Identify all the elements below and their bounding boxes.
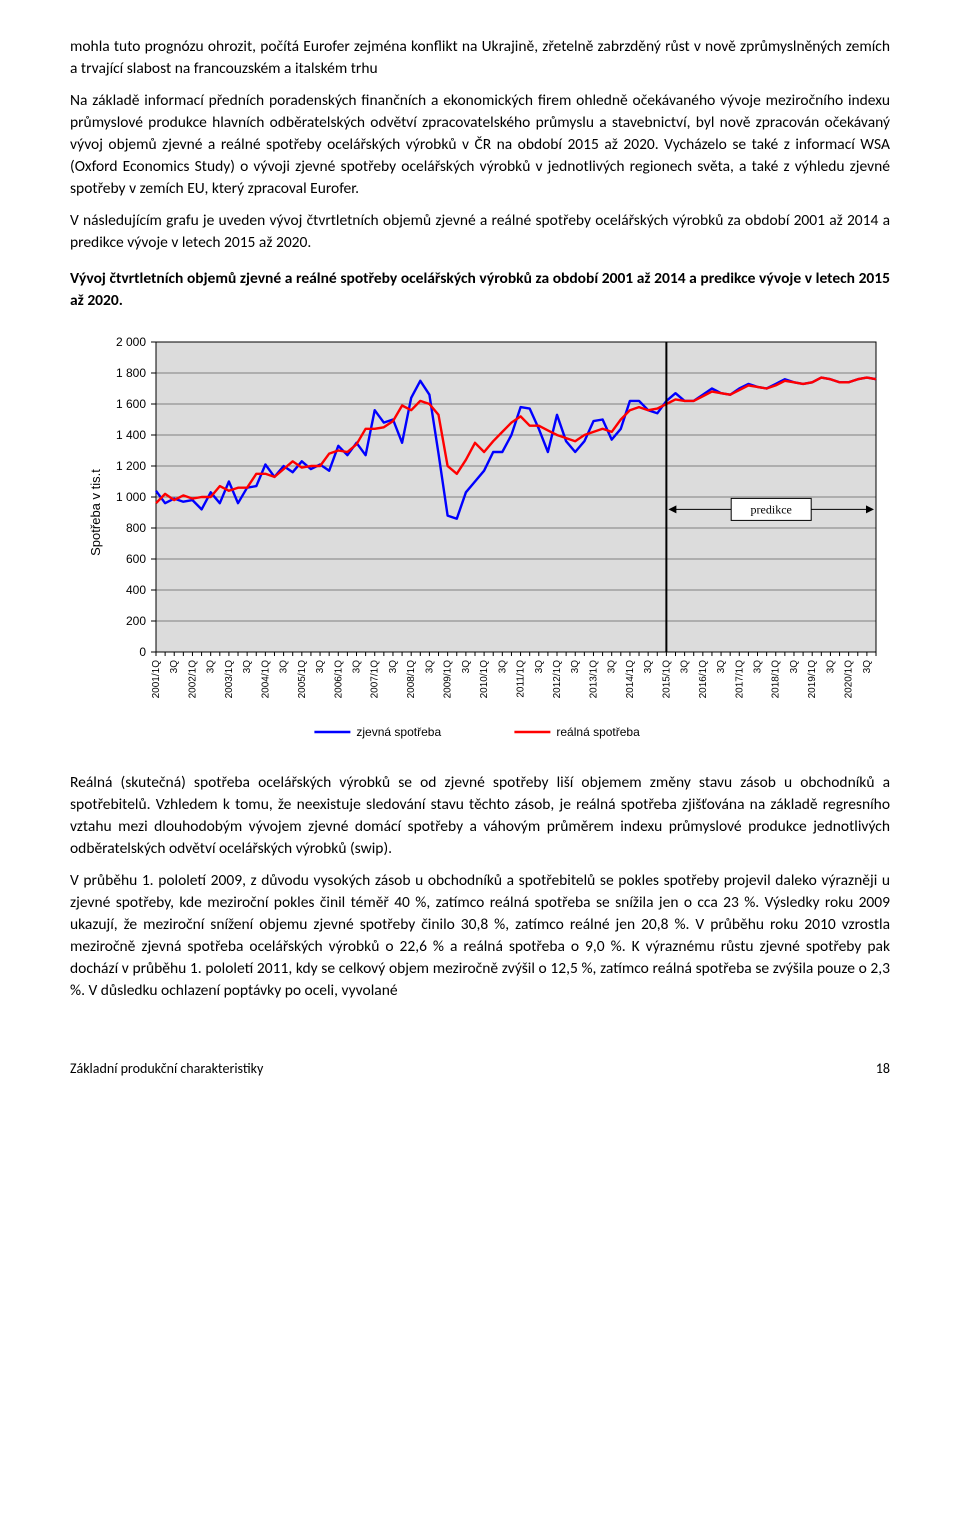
paragraph-1: mohla tuto prognózu ohrozit, počítá Euro… <box>70 36 890 80</box>
paragraph-3: V následujícím grafu je uveden vývoj čtv… <box>70 210 890 254</box>
svg-text:3Q: 3Q <box>753 660 764 674</box>
svg-text:3Q: 3Q <box>424 660 435 674</box>
svg-text:2008/1Q: 2008/1Q <box>406 660 417 699</box>
consumption-chart: 0 200 400 600 800 1 000 1 200 1 400 1 600 1 800 2 … <box>70 326 890 746</box>
svg-text:1 000: 1 000 <box>116 490 146 504</box>
svg-text:3Q: 3Q <box>461 660 472 674</box>
svg-text:0: 0 <box>139 645 146 659</box>
page: mohla tuto prognózu ohrozit, počítá Euro… <box>0 0 960 1117</box>
svg-text:2011/1Q: 2011/1Q <box>516 660 527 698</box>
svg-text:2 000: 2 000 <box>116 335 146 349</box>
svg-text:3Q: 3Q <box>607 660 618 674</box>
svg-text:1 400: 1 400 <box>116 428 146 442</box>
chart-svg: 0 200 400 600 800 1 000 1 200 1 400 1 600 1 800 2 … <box>70 326 890 746</box>
paragraph-2: Na základě informací předních poradenský… <box>70 90 890 200</box>
svg-text:3Q: 3Q <box>242 660 253 674</box>
svg-text:2018/1Q: 2018/1Q <box>771 660 782 699</box>
svg-text:3Q: 3Q <box>388 660 399 674</box>
svg-text:2004/1Q: 2004/1Q <box>260 660 271 699</box>
svg-text:600: 600 <box>126 552 146 566</box>
svg-text:Spotřeba v tis.t: Spotřeba v tis.t <box>88 469 103 556</box>
svg-text:3Q: 3Q <box>315 660 326 674</box>
svg-text:3Q: 3Q <box>716 660 727 674</box>
paragraph-5: V průběhu 1. pololetí 2009, z důvodu vys… <box>70 870 890 1002</box>
svg-text:2009/1Q: 2009/1Q <box>443 660 454 699</box>
svg-text:3Q: 3Q <box>570 660 581 674</box>
svg-text:2001/1Q: 2001/1Q <box>151 660 162 699</box>
svg-text:2013/1Q: 2013/1Q <box>588 660 599 699</box>
svg-text:1 600: 1 600 <box>116 397 146 411</box>
svg-text:2005/1Q: 2005/1Q <box>297 660 308 699</box>
svg-text:3Q: 3Q <box>534 660 545 674</box>
paragraph-4: Reálná (skutečná) spotřeba ocelářských v… <box>70 772 890 860</box>
svg-text:400: 400 <box>126 583 146 597</box>
svg-text:3Q: 3Q <box>680 660 691 674</box>
svg-text:3Q: 3Q <box>825 660 836 674</box>
svg-text:2016/1Q: 2016/1Q <box>698 660 709 699</box>
svg-text:2002/1Q: 2002/1Q <box>187 660 198 699</box>
footer-page-number: 18 <box>876 1060 890 1077</box>
svg-text:2007/1Q: 2007/1Q <box>370 660 381 699</box>
svg-text:1 200: 1 200 <box>116 459 146 473</box>
svg-text:3Q: 3Q <box>862 660 873 674</box>
svg-text:2003/1Q: 2003/1Q <box>224 660 235 699</box>
section-heading: Vývoj čtvrtletních objemů zjevné a reáln… <box>70 268 890 312</box>
svg-text:3Q: 3Q <box>279 660 290 674</box>
svg-text:3Q: 3Q <box>497 660 508 674</box>
svg-text:1 800: 1 800 <box>116 366 146 380</box>
footer-left: Základní produkční charakteristiky <box>70 1060 263 1077</box>
svg-text:2006/1Q: 2006/1Q <box>333 660 344 699</box>
svg-text:2015/1Q: 2015/1Q <box>661 660 672 699</box>
svg-text:reálná spotřeba: reálná spotřeba <box>556 725 640 739</box>
svg-text:3Q: 3Q <box>352 660 363 674</box>
svg-text:2019/1Q: 2019/1Q <box>807 660 818 699</box>
svg-text:2014/1Q: 2014/1Q <box>625 660 636 699</box>
svg-text:3Q: 3Q <box>789 660 800 674</box>
svg-text:2010/1Q: 2010/1Q <box>479 660 490 699</box>
svg-text:2012/1Q: 2012/1Q <box>552 660 563 699</box>
svg-text:2020/1Q: 2020/1Q <box>844 660 855 699</box>
svg-text:3Q: 3Q <box>643 660 654 674</box>
footer: Základní produkční charakteristiky 18 <box>70 1060 890 1077</box>
svg-text:zjevná spotřeba: zjevná spotřeba <box>356 725 441 739</box>
svg-text:800: 800 <box>126 521 146 535</box>
svg-text:3Q: 3Q <box>206 660 217 674</box>
svg-text:3Q: 3Q <box>169 660 180 674</box>
svg-text:predikce: predikce <box>751 502 792 516</box>
svg-text:200: 200 <box>126 614 146 628</box>
svg-text:2017/1Q: 2017/1Q <box>734 660 745 699</box>
